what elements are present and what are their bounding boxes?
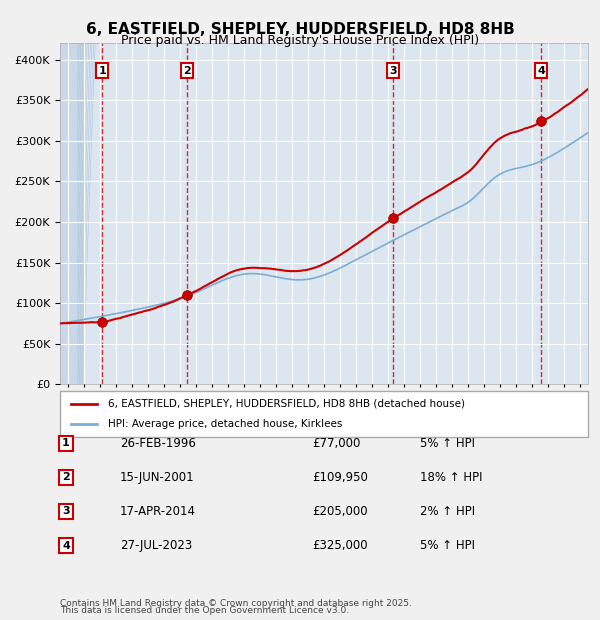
Text: £325,000: £325,000 <box>312 539 368 552</box>
Text: Price paid vs. HM Land Registry's House Price Index (HPI): Price paid vs. HM Land Registry's House … <box>121 34 479 47</box>
Text: 26-FEB-1996: 26-FEB-1996 <box>120 437 196 450</box>
Text: 2: 2 <box>184 66 191 76</box>
Text: £109,950: £109,950 <box>312 471 368 484</box>
Text: 5% ↑ HPI: 5% ↑ HPI <box>420 437 475 450</box>
Text: 4: 4 <box>62 541 70 551</box>
Text: 1: 1 <box>98 66 106 76</box>
Text: 6, EASTFIELD, SHEPLEY, HUDDERSFIELD, HD8 8HB: 6, EASTFIELD, SHEPLEY, HUDDERSFIELD, HD8… <box>86 22 514 37</box>
FancyBboxPatch shape <box>60 391 588 437</box>
Text: 27-JUL-2023: 27-JUL-2023 <box>120 539 192 552</box>
Text: 2% ↑ HPI: 2% ↑ HPI <box>420 505 475 518</box>
Text: 3: 3 <box>389 66 397 76</box>
Text: 2: 2 <box>62 472 70 482</box>
Text: 3: 3 <box>62 507 70 516</box>
Text: This data is licensed under the Open Government Licence v3.0.: This data is licensed under the Open Gov… <box>60 606 349 615</box>
Text: 15-JUN-2001: 15-JUN-2001 <box>120 471 194 484</box>
Text: 18% ↑ HPI: 18% ↑ HPI <box>420 471 482 484</box>
Text: 5% ↑ HPI: 5% ↑ HPI <box>420 539 475 552</box>
Text: 17-APR-2014: 17-APR-2014 <box>120 505 196 518</box>
Text: 1: 1 <box>62 438 70 448</box>
Text: £77,000: £77,000 <box>312 437 361 450</box>
Text: £205,000: £205,000 <box>312 505 368 518</box>
Bar <box>60 43 76 384</box>
Text: Contains HM Land Registry data © Crown copyright and database right 2025.: Contains HM Land Registry data © Crown c… <box>60 598 412 608</box>
Text: 6, EASTFIELD, SHEPLEY, HUDDERSFIELD, HD8 8HB (detached house): 6, EASTFIELD, SHEPLEY, HUDDERSFIELD, HD8… <box>107 399 464 409</box>
Text: 4: 4 <box>537 66 545 76</box>
FancyBboxPatch shape <box>60 43 84 384</box>
Text: HPI: Average price, detached house, Kirklees: HPI: Average price, detached house, Kirk… <box>107 419 342 429</box>
